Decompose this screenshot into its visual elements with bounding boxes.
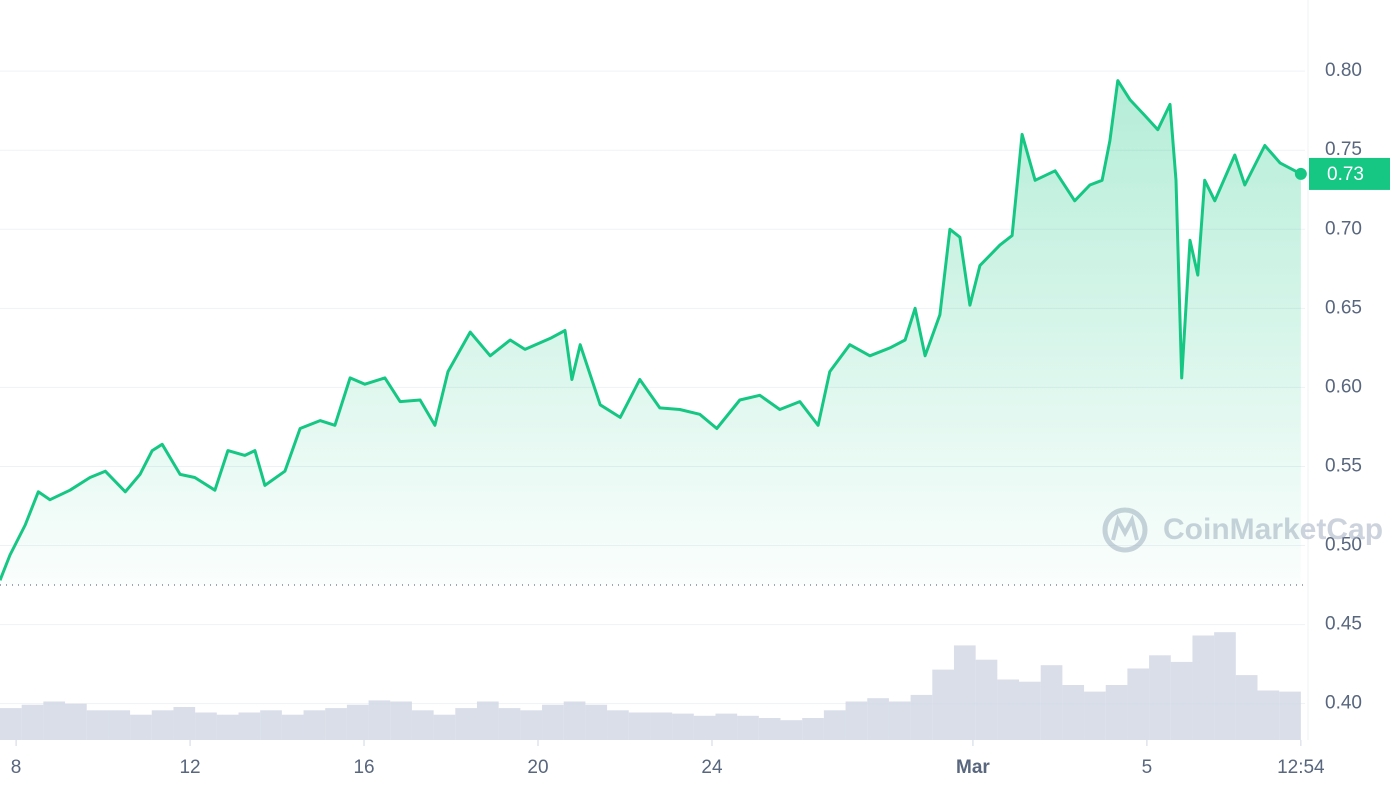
volume-bar (672, 713, 694, 740)
volume-bar (693, 715, 716, 740)
volume-bars (0, 632, 1301, 740)
volume-bar (303, 710, 326, 740)
x-tick-label: Mar (956, 757, 990, 778)
y-tick-label: 0.50 (1325, 535, 1362, 556)
x-tick-label: 8 (11, 757, 22, 778)
volume-bar (910, 694, 933, 740)
volume-bar (325, 708, 347, 740)
x-tick-label: 12 (179, 757, 200, 778)
volume-bar (715, 713, 738, 740)
volume-bar (216, 714, 239, 740)
y-tick-label: 0.75 (1325, 139, 1362, 160)
volume-bar (173, 707, 196, 740)
volume-bar (650, 712, 673, 740)
volume-bar (802, 718, 824, 740)
y-tick-label: 0.80 (1325, 60, 1362, 81)
volume-bar (932, 669, 954, 740)
volume-bar (1149, 655, 1171, 740)
volume-bar (1279, 691, 1301, 740)
volume-bar (43, 701, 66, 740)
last-value-tag (1309, 157, 1390, 190)
volume-bar (563, 701, 586, 740)
volume-bar (21, 704, 44, 740)
price-line (0, 79, 1302, 581)
volume-bar (758, 718, 781, 740)
volume-bar (628, 712, 651, 740)
x-tick-label: 12:54 (1277, 757, 1325, 778)
volume-bar (1127, 668, 1150, 740)
volume-bar (86, 710, 109, 740)
volume-bar (65, 703, 87, 740)
volume-bar (455, 708, 477, 740)
volume-bar (1192, 635, 1215, 740)
volume-bar (867, 698, 889, 740)
volume-bar (498, 708, 521, 740)
volume-bar (1084, 691, 1106, 740)
x-tick-label: 5 (1142, 757, 1153, 778)
volume-bar (151, 710, 174, 740)
volume-bar (1040, 665, 1063, 740)
volume-bar (433, 714, 456, 740)
volume-bar (737, 715, 759, 740)
y-tick-label: 0.60 (1325, 376, 1362, 397)
volume-bar (411, 710, 434, 740)
volume-bar (607, 710, 629, 740)
volume-bar (281, 714, 304, 740)
x-tick-label: 20 (527, 757, 548, 778)
volume-bar (823, 710, 846, 740)
volume-bar (585, 704, 608, 740)
volume-bar (0, 708, 22, 740)
volume-bar (1019, 681, 1041, 740)
volume-bar (888, 701, 911, 740)
y-tick-label: 0.65 (1325, 297, 1362, 318)
volume-bar (780, 720, 803, 740)
volume-bar (975, 659, 998, 740)
volume-bar (1062, 685, 1085, 740)
y-tick-label: 0.55 (1325, 455, 1362, 476)
volume-bar (953, 645, 976, 740)
volume-bar (1214, 632, 1236, 740)
y-tick-label: 0.45 (1325, 614, 1362, 635)
x-tick-label: 24 (701, 757, 723, 778)
volume-bar (845, 701, 868, 740)
x-tick-label: 16 (353, 757, 374, 778)
volume-bar (1235, 675, 1258, 740)
volume-bar (476, 701, 499, 740)
volume-bar (390, 701, 412, 740)
plot: 0.73 (0, 79, 1390, 586)
volume-bar (997, 679, 1020, 740)
volume-bar (520, 710, 543, 740)
volume-bar (195, 712, 217, 740)
y-tick-label: 0.40 (1325, 693, 1362, 714)
last-point (1294, 167, 1307, 180)
y-tick-label: 0.70 (1325, 218, 1362, 239)
volume-bar (368, 700, 391, 740)
volume-bar (260, 710, 282, 740)
last-value-label: 0.73 (1327, 164, 1364, 185)
volume-bar (238, 712, 261, 740)
volume-bar (1257, 690, 1280, 740)
volume-bar (542, 704, 564, 740)
volume-bar (108, 710, 131, 740)
volume-bar (130, 714, 152, 740)
volume-bar (1105, 685, 1128, 740)
price-area (0, 80, 1301, 586)
volume-bar (346, 704, 369, 740)
volume-bar (1170, 661, 1193, 740)
